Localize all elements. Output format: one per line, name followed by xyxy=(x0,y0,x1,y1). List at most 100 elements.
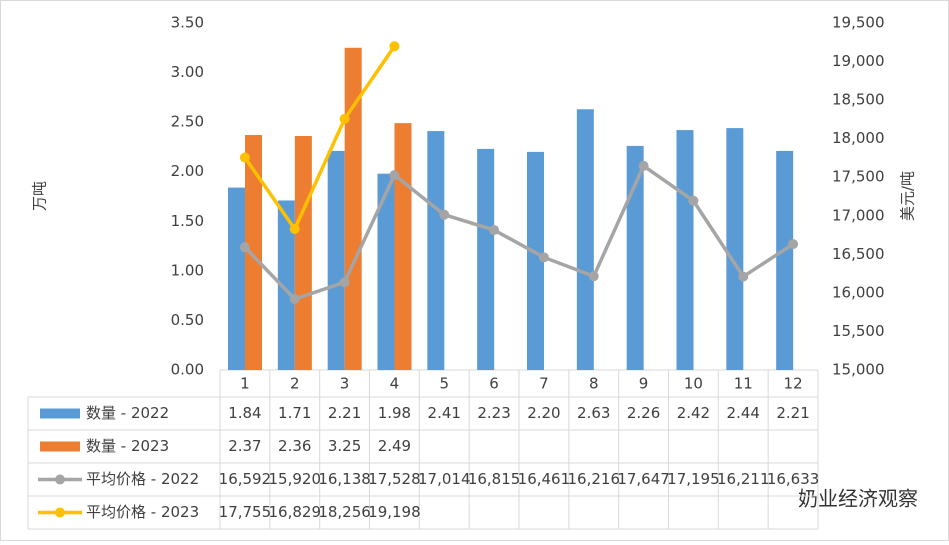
legend-swatch xyxy=(55,507,65,518)
bar xyxy=(277,200,295,370)
line-marker xyxy=(389,170,400,181)
line-marker xyxy=(638,160,649,171)
line-marker xyxy=(239,242,250,253)
line-marker xyxy=(688,195,699,206)
table-cell: 2.37 xyxy=(228,437,261,455)
x-tick-label: 11 xyxy=(734,375,753,393)
line xyxy=(243,45,396,233)
table-cell: 17,647 xyxy=(617,470,670,488)
x-tick-label: 12 xyxy=(784,375,803,393)
table-cell: 17,528 xyxy=(368,470,421,488)
line-marker xyxy=(738,271,749,282)
legend-swatch xyxy=(40,441,80,452)
y2-tick-label: 19,000 xyxy=(832,52,885,70)
bar xyxy=(626,145,644,370)
y-tick-label: 3.50 xyxy=(171,14,204,32)
line-marker xyxy=(389,41,400,52)
bar xyxy=(576,109,594,371)
line-marker xyxy=(239,152,250,163)
bar xyxy=(527,151,544,370)
bar xyxy=(676,130,694,370)
bar xyxy=(327,150,345,370)
y2-tick-label: 15,000 xyxy=(832,361,885,379)
line-marker xyxy=(339,277,350,288)
x-tick-label: 8 xyxy=(589,375,599,393)
table-cell: 2.26 xyxy=(627,404,660,422)
legend-swatch xyxy=(40,408,80,419)
line-marker xyxy=(489,225,500,236)
line-marker xyxy=(289,223,300,234)
x-tick-label: 3 xyxy=(340,375,350,393)
table-cell: 1.84 xyxy=(228,404,261,422)
legend-label: 数量 - 2022 xyxy=(86,404,169,422)
table-cell: 1.98 xyxy=(378,404,411,422)
table-cell: 2.21 xyxy=(328,404,361,422)
table-cell: 2.21 xyxy=(776,404,809,422)
table-cell: 2.49 xyxy=(378,437,411,455)
x-tick-label: 9 xyxy=(639,375,649,393)
bar xyxy=(377,173,395,370)
y2-tick-label: 16,000 xyxy=(832,283,885,301)
table-cell: 17,755 xyxy=(219,503,272,521)
table-cell: 2.20 xyxy=(527,404,560,422)
table-cell: 17,195 xyxy=(667,470,720,488)
line-marker xyxy=(289,294,300,305)
y2-tick-label: 17,000 xyxy=(832,206,885,224)
legend-label: 平均价格 - 2022 xyxy=(86,470,199,488)
bar xyxy=(344,47,362,371)
x-tick-label: 6 xyxy=(489,375,499,393)
x-tick-label: 1 xyxy=(240,375,250,393)
y2-tick-label: 18,000 xyxy=(832,129,885,147)
line-marker xyxy=(439,209,450,220)
table-cell: 16,633 xyxy=(767,470,820,488)
line-marker xyxy=(588,271,599,282)
y2-tick-label: 16,500 xyxy=(832,245,885,263)
bar xyxy=(394,123,412,371)
table-cell: 16,211 xyxy=(717,470,770,488)
table-cell: 19,198 xyxy=(368,503,421,521)
table-cell: 3.25 xyxy=(328,437,361,455)
y2-tick-label: 17,500 xyxy=(832,168,885,186)
table-cell: 2.42 xyxy=(677,404,710,422)
y-tick-label: 0.50 xyxy=(171,311,204,329)
y2-tick-label: 15,500 xyxy=(832,322,885,340)
y-tick-label: 3.00 xyxy=(171,63,204,81)
table-cell: 1.71 xyxy=(278,404,311,422)
table-cell: 16,461 xyxy=(518,470,571,488)
y2-axis-label: 美元/吨 xyxy=(899,171,917,221)
line-marker xyxy=(339,113,350,124)
y-tick-label: 2.00 xyxy=(171,162,204,180)
y2-tick-label: 18,500 xyxy=(832,91,885,109)
bar xyxy=(776,150,794,370)
table-cell: 18,256 xyxy=(318,503,371,521)
bar xyxy=(294,136,312,370)
line-marker xyxy=(538,252,549,263)
legend-swatch xyxy=(55,474,65,485)
table-cell: 2.23 xyxy=(477,404,510,422)
table-cell: 16,216 xyxy=(568,470,621,488)
legend-label: 数量 - 2023 xyxy=(86,437,169,455)
x-tick-label: 7 xyxy=(539,375,549,393)
x-tick-label: 10 xyxy=(684,375,703,393)
bar xyxy=(477,148,495,370)
bar xyxy=(427,131,445,370)
legend-label: 平均价格 - 2023 xyxy=(86,503,199,521)
table-cell: 16,815 xyxy=(468,470,521,488)
table-cell: 2.63 xyxy=(577,404,610,422)
y-tick-label: 1.50 xyxy=(171,212,204,230)
bar xyxy=(245,135,262,370)
y2-tick-label: 19,500 xyxy=(832,14,885,32)
y-tick-label: 0.00 xyxy=(171,361,204,379)
table-cell: 16,592 xyxy=(219,470,272,488)
table-cell: 16,829 xyxy=(269,503,322,521)
y-tick-label: 1.00 xyxy=(171,261,204,279)
line-marker xyxy=(788,239,799,250)
table-cell: 2.36 xyxy=(278,437,311,455)
table-cell: 2.44 xyxy=(727,404,760,422)
table-cell: 16,138 xyxy=(318,470,371,488)
x-tick-label: 5 xyxy=(439,375,449,393)
line xyxy=(243,163,795,302)
watermark: 奶业经济观察 xyxy=(798,487,918,511)
